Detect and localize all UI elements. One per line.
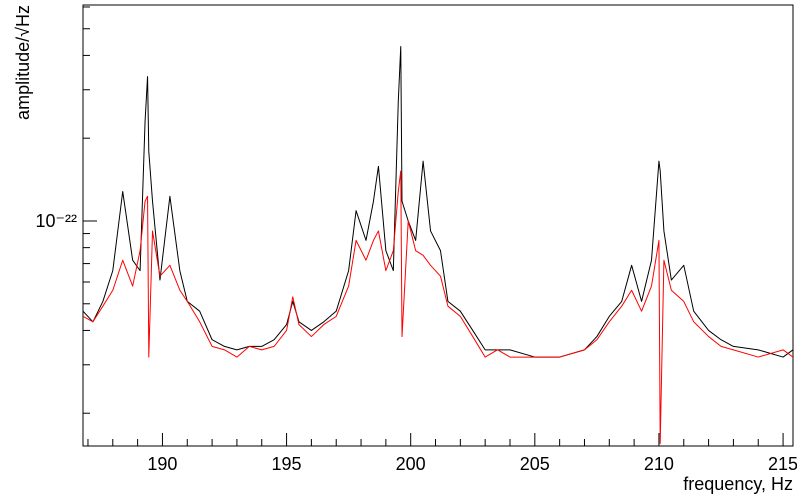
- plot-frame: [82, 4, 794, 447]
- x-tick-label: 200: [396, 454, 426, 474]
- x-tick-label: 215: [768, 454, 797, 474]
- x-axis-title: frequency, Hz: [683, 474, 793, 494]
- x-tick-label: 190: [147, 454, 177, 474]
- y-axis-title: amplitude/√Hz: [13, 5, 33, 120]
- y-tick-label: 10⁻²²: [35, 211, 77, 231]
- x-tick-label: 195: [272, 454, 302, 474]
- data-line: [83, 45, 793, 358]
- x-tick-label: 210: [644, 454, 674, 474]
- plot-area: [83, 45, 793, 445]
- data-line: [83, 170, 793, 445]
- x-tick-label: 205: [520, 454, 550, 474]
